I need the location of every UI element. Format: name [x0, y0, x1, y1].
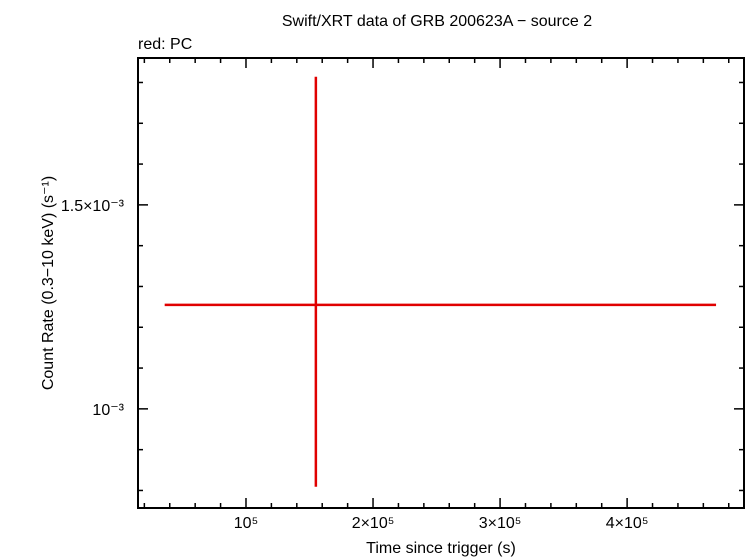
y-tick-label: 1.5×10⁻³: [61, 198, 125, 215]
plot-frame: [137, 57, 745, 509]
y-tick-label: 10⁻³: [92, 402, 124, 419]
x-tick-label: 10⁵: [234, 515, 258, 532]
chart-subtitle: red: PC: [138, 36, 192, 53]
x-axis-label: Time since trigger (s): [366, 540, 516, 557]
x-tick-label: 2×10⁵: [352, 515, 395, 532]
chart-title: Swift/XRT data of GRB 200623A − source 2: [282, 13, 592, 30]
x-tick-label: 4×10⁵: [606, 515, 649, 532]
x-tick-label: 3×10⁵: [479, 515, 522, 532]
y-axis-label: Count Rate (0.3−10 keV) (s⁻¹): [40, 176, 57, 390]
